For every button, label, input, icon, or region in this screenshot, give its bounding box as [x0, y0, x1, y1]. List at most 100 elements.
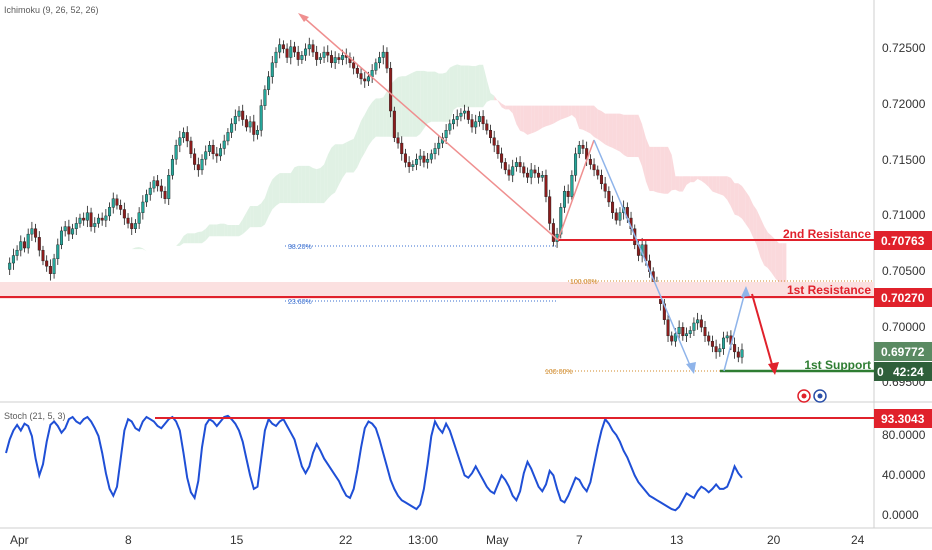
candle	[300, 51, 304, 64]
cloud-segment	[782, 243, 787, 291]
candle	[292, 41, 296, 58]
candle	[167, 169, 171, 205]
candle	[699, 314, 703, 333]
candle	[548, 189, 552, 231]
candle	[603, 176, 607, 199]
cloud-segment	[338, 144, 343, 185]
candle	[363, 72, 367, 88]
candle	[237, 106, 241, 122]
cloud-segment	[361, 114, 365, 160]
drop-arrowhead	[686, 362, 696, 374]
candle	[518, 156, 522, 173]
cloud-segment	[427, 71, 432, 124]
candle	[540, 170, 544, 182]
candle	[607, 186, 611, 207]
timer-prefix: 0	[877, 365, 884, 379]
cloud-segment	[512, 105, 517, 125]
candle	[599, 169, 603, 190]
cloud-segment	[438, 73, 443, 122]
candle	[241, 104, 245, 126]
candle	[196, 157, 200, 177]
fib-label: 23.60%	[288, 299, 312, 306]
cloud-segment	[675, 176, 680, 192]
cloud-segment	[168, 248, 173, 251]
second-resistance-tag	[874, 231, 932, 250]
cloud-segment	[275, 173, 280, 206]
candle	[126, 213, 130, 229]
candle	[115, 194, 119, 210]
cloud-segment	[364, 107, 369, 153]
candle	[170, 154, 174, 180]
candle	[507, 164, 511, 181]
stoch-tick: 40.0000	[882, 468, 926, 482]
cloud-segment	[368, 102, 373, 146]
cloud-segment	[486, 79, 491, 102]
price-axis: 0.72500 0.72000 0.71500 0.71000 0.70500 …	[882, 41, 926, 389]
candle	[496, 140, 500, 159]
candle	[525, 167, 529, 183]
stoch-level-tag	[874, 409, 932, 428]
time-tick: 20	[767, 533, 781, 547]
candle	[455, 109, 459, 127]
cloud-segment	[246, 206, 251, 231]
candle	[52, 253, 56, 279]
cloud-segment	[202, 228, 206, 244]
cloud-segment	[194, 231, 199, 244]
cloud-segment	[460, 65, 465, 108]
cloud-segment	[553, 105, 558, 124]
cloud-segment	[261, 197, 265, 228]
candle	[207, 140, 211, 156]
candle	[59, 226, 63, 250]
candle	[707, 331, 711, 346]
candles	[8, 37, 744, 364]
cloud-segment	[320, 164, 325, 204]
cloud-segment	[634, 114, 639, 158]
cloud-segment	[298, 165, 302, 204]
candle	[337, 53, 341, 64]
candle	[370, 64, 374, 83]
price-tick: 0.72000	[882, 97, 926, 111]
candle	[45, 255, 49, 272]
stoch-axis: 80.0000 40.0000 0.0000	[882, 428, 926, 522]
cloud-segment	[557, 105, 561, 122]
cloud-segment	[719, 176, 724, 196]
candle	[111, 192, 115, 214]
cloud-segment	[716, 176, 720, 195]
cloud-segment	[505, 105, 509, 110]
cloud-segment	[771, 235, 776, 279]
candle	[703, 321, 707, 343]
cloud-segment	[257, 203, 262, 228]
candle	[248, 116, 252, 133]
candle	[489, 124, 493, 144]
candle	[11, 248, 15, 270]
fib-label: 100.00%	[570, 279, 598, 286]
cloud-segment	[472, 66, 476, 108]
cloud-segment	[501, 103, 506, 110]
candle	[104, 209, 108, 228]
candle	[348, 52, 352, 68]
first-resistance-price: 0.70270	[881, 291, 925, 305]
candle	[411, 160, 415, 171]
candle	[163, 186, 167, 204]
time-tick: 15	[230, 533, 244, 547]
candle	[278, 38, 282, 59]
cloud-segment	[309, 165, 313, 204]
candle	[718, 343, 722, 357]
cloud-segment	[305, 165, 310, 204]
cloud-segment	[372, 98, 376, 141]
cloud-segment	[205, 224, 210, 241]
candle	[503, 158, 507, 175]
cloud-segment	[586, 105, 591, 134]
event-icons[interactable]	[797, 389, 827, 403]
target-projection	[751, 293, 774, 369]
candle	[204, 145, 208, 166]
candle	[459, 108, 463, 122]
stoch-label: Stoch (21, 5, 3)	[4, 411, 66, 421]
candle	[566, 184, 570, 204]
candle	[329, 50, 333, 68]
time-tick: 24	[851, 533, 865, 547]
cloud-segment	[216, 223, 221, 237]
cloud-segment	[264, 187, 269, 225]
candle	[511, 159, 515, 183]
cloud-segment	[686, 176, 691, 185]
